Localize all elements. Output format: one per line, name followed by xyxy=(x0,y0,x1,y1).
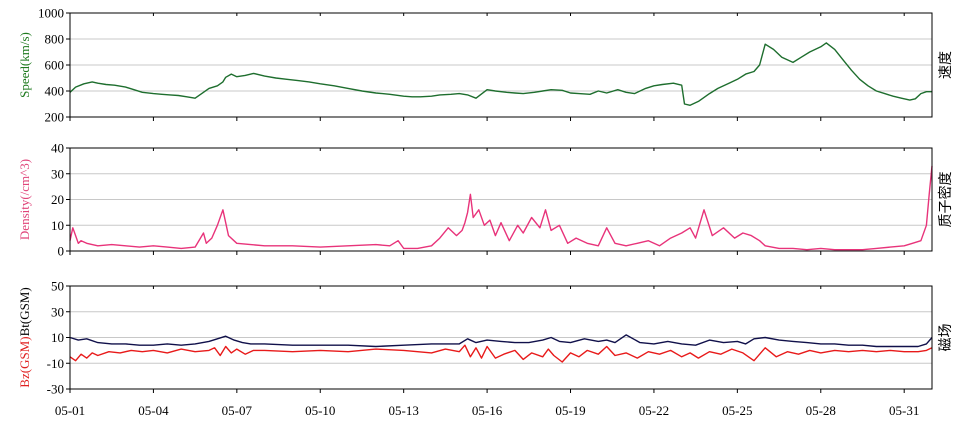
x-tick-label: 05-13 xyxy=(389,403,419,418)
x-tick-label: 05-31 xyxy=(889,403,919,418)
speed-y-axis-label: Speed(km/s) xyxy=(17,32,32,98)
x-tick-label: 05-16 xyxy=(472,403,503,418)
magnetic-field-y-tick-label: 30 xyxy=(51,304,64,319)
magnetic-field-panel: -30 -10 10 30 50 Bz(GSM)Bt(GSM) 磁场 xyxy=(17,279,954,397)
x-tick-label: 05-10 xyxy=(305,403,335,418)
density-y-axis-label: Density(/cm^3) xyxy=(17,159,32,240)
speed-panel: 200 400 600 800 1000 Speed(km/s) 速度 xyxy=(17,6,954,125)
magnetic-field-y-axis-label-bz: Bz(GSM) xyxy=(17,336,32,387)
magnetic-field-y-tick-label: -10 xyxy=(47,356,64,371)
density-right-label: 质子密度 xyxy=(937,172,954,228)
magnetic-field-right-label: 磁场 xyxy=(938,324,954,352)
speed-y-tick-label: 1000 xyxy=(38,6,64,21)
speed-series-line-0 xyxy=(69,42,932,107)
density-y-tick-label: 0 xyxy=(58,244,65,259)
x-tick-label: 05-28 xyxy=(806,403,836,418)
density-series-line-0 xyxy=(69,165,933,251)
density-y-tick-label: 30 xyxy=(51,166,64,181)
density-y-tick-label: 10 xyxy=(51,218,64,233)
speed-y-tick-label: 800 xyxy=(45,32,65,47)
magnetic-field-plot-frame xyxy=(69,285,933,390)
speed-y-tick-label: 200 xyxy=(45,110,65,125)
x-tick-label: 05-25 xyxy=(722,403,752,418)
x-tick-label: 05-01 xyxy=(55,403,85,418)
speed-y-tick-label: 400 xyxy=(45,84,65,99)
magnetic-field-series-line-1 xyxy=(69,344,933,363)
x-tick-label: 05-04 xyxy=(138,403,169,418)
magnetic-field-y-tick-label: 10 xyxy=(51,330,64,345)
speed-plot-frame xyxy=(69,12,933,118)
magnetic-field-series-line-0 xyxy=(69,334,933,348)
magnetic-field-y-axis-label-bt: Bt(GSM) xyxy=(17,287,32,336)
x-tick-label: 05-07 xyxy=(222,403,253,418)
density-y-tick-label: 40 xyxy=(51,141,64,156)
density-plot-frame xyxy=(69,147,933,252)
x-tick-label: 05-19 xyxy=(555,403,585,418)
speed-right-label: 速度 xyxy=(938,51,954,79)
magnetic-field-y-axis-label: Bz(GSM)Bt(GSM) xyxy=(17,287,32,387)
x-tick-label: 05-22 xyxy=(639,403,669,418)
density-y-tick-label: 20 xyxy=(51,192,64,207)
magnetic-field-y-tick-label: 50 xyxy=(51,279,64,294)
density-panel: 0 10 20 30 40 Density(/cm^3) 质子密度 xyxy=(17,141,954,259)
x-axis: 05-01 05-04 05-07 05-10 05-13 05-16 05-19 05-22… xyxy=(55,403,920,418)
speed-y-tick-label: 600 xyxy=(45,58,65,73)
magnetic-field-y-tick-label: -30 xyxy=(47,382,64,397)
